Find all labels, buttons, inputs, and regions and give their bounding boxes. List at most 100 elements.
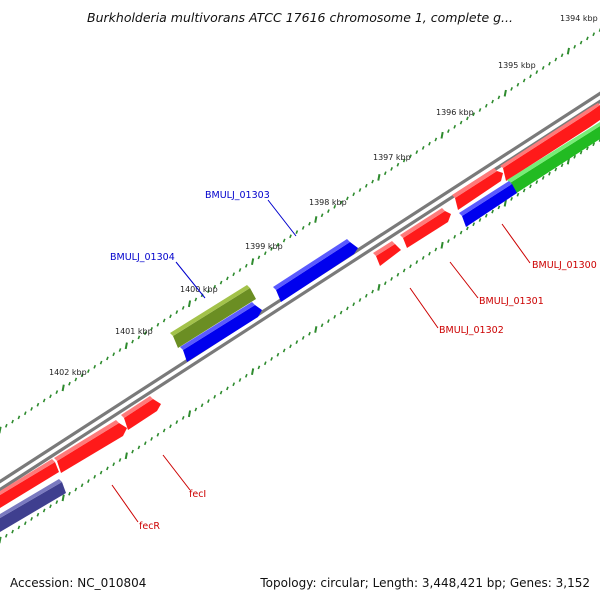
- ruler-tick-minor: [143, 441, 147, 446]
- ruler-tick-minor: [535, 180, 539, 184]
- ruler-tick-minor: [586, 36, 589, 41]
- ruler-tick-minor: [257, 255, 261, 260]
- ruler-tick-minor: [68, 381, 71, 386]
- ruler-label: 1394 kbp: [560, 14, 598, 23]
- ruler-tick-minor: [194, 297, 198, 302]
- ruler-tick-minor: [226, 386, 229, 391]
- ruler-tick-minor: [131, 339, 134, 344]
- ruler-tick-minor: [219, 280, 223, 285]
- ruler-tick-minor: [459, 230, 463, 235]
- ruler-tick-minor: [276, 352, 280, 357]
- gene-label-fecr[interactable]: fecR: [139, 521, 160, 532]
- ruler-ticks-outer: [0, 28, 600, 434]
- ruler-tick-minor: [383, 171, 387, 176]
- ruler-tick-minor: [244, 373, 248, 378]
- ruler-tick-minor: [4, 533, 8, 538]
- ruler-tick-minor: [320, 213, 324, 218]
- ruler-tick-minor: [535, 70, 539, 74]
- ruler-tick-minor: [150, 437, 153, 441]
- ruler-tick-major: [566, 47, 570, 55]
- gene-label-bmulj-01304[interactable]: BMULJ_01304: [110, 252, 175, 263]
- ruler-label: 1395 kbp: [498, 61, 536, 70]
- ruler-tick-minor: [529, 74, 532, 79]
- ruler-tick-minor: [282, 348, 286, 353]
- ruler-tick-minor: [68, 491, 71, 496]
- ruler-tick-minor: [390, 167, 393, 171]
- gene-bars[interactable]: [0, 103, 600, 532]
- ruler-tick-major: [503, 89, 507, 97]
- ruler-tick-minor: [358, 188, 362, 192]
- ruler-tick-minor: [472, 222, 476, 227]
- ruler-tick-minor: [23, 521, 27, 526]
- ruler-ticks-inner: [0, 138, 600, 544]
- ruler-tick-minor: [434, 247, 438, 252]
- ruler-tick-minor: [87, 479, 90, 483]
- ruler-tick-minor: [112, 462, 116, 467]
- ruler-tick-minor: [295, 230, 299, 234]
- gene-bar-bmulj-01302[interactable]: [400, 208, 451, 248]
- gene-bar-feci[interactable]: [121, 396, 161, 430]
- gene-bar-red-left[interactable]: [0, 459, 59, 508]
- ruler-tick-minor: [510, 197, 513, 201]
- ruler-tick-minor: [137, 335, 141, 340]
- ruler-tick-minor: [491, 209, 494, 214]
- ruler-tick-minor: [333, 314, 337, 319]
- ruler-tick-minor: [150, 327, 153, 331]
- ruler-tick-minor: [447, 129, 450, 133]
- gene-label-bmulj-01301[interactable]: BMULJ_01301: [479, 296, 544, 307]
- ruler-tick-minor: [162, 428, 166, 433]
- ruler-tick-minor: [383, 281, 387, 286]
- ruler-tick-minor: [371, 179, 374, 184]
- ruler-tick-minor: [453, 124, 457, 129]
- ruler-tick-minor: [421, 256, 425, 260]
- ruler-label: 1400 kbp: [180, 285, 218, 294]
- gene-bar-purple[interactable]: [0, 479, 66, 532]
- ruler-tick-minor: [402, 158, 406, 163]
- ruler-tick-minor: [80, 483, 84, 488]
- ruler-tick-minor: [390, 277, 393, 281]
- ruler-tick-major: [503, 199, 507, 207]
- gene-bar-blue-2[interactable]: [180, 302, 262, 362]
- gene-label-bmulj-01300[interactable]: BMULJ_01300: [532, 260, 597, 271]
- ruler-tick-minor: [421, 146, 425, 150]
- ruler-tick-minor: [181, 306, 185, 310]
- gene-bar-bmulj-01301[interactable]: [452, 168, 503, 210]
- gene-bar-red-small[interactable]: [373, 241, 401, 266]
- ruler-tick-minor: [238, 268, 242, 272]
- ruler-tick-minor: [295, 340, 299, 344]
- ruler-tick-minor: [541, 176, 545, 180]
- ruler-tick-minor: [409, 264, 412, 269]
- ruler-tick-minor: [207, 399, 210, 403]
- chromosome-backbone: [0, 91, 600, 492]
- ruler-tick-minor: [42, 508, 46, 513]
- ruler-tick-minor: [162, 318, 166, 323]
- ruler-tick-minor: [402, 268, 406, 273]
- ruler-tick-minor: [263, 251, 267, 256]
- ruler-tick-minor: [232, 382, 236, 387]
- gene-bar-green[interactable]: [507, 122, 600, 194]
- ruler-tick-minor: [497, 95, 501, 100]
- gene-bar-bmulj-01304[interactable]: [170, 285, 256, 348]
- ruler-tick-major: [440, 241, 444, 249]
- ruler-tick-minor: [434, 137, 438, 142]
- ruler-tick-minor: [478, 218, 482, 222]
- gene-bar-bmulj-01300[interactable]: [500, 103, 600, 181]
- ruler-tick-minor: [333, 204, 337, 209]
- ruler-tick-minor: [4, 423, 8, 428]
- gene-label-bmulj-01303[interactable]: BMULJ_01303: [205, 190, 270, 201]
- ruler-tick-minor: [270, 247, 273, 251]
- gene-label-bmulj-01302[interactable]: BMULJ_01302: [439, 325, 504, 336]
- gene-bar-bmulj-01303[interactable]: [273, 239, 358, 302]
- gene-bar-blue-1[interactable]: [459, 181, 517, 227]
- ruler-tick-minor: [554, 57, 558, 62]
- ruler-tick-major: [61, 384, 65, 392]
- ruler-tick-minor: [396, 162, 400, 167]
- ruler-tick-minor: [529, 184, 532, 189]
- ruler-tick-minor: [522, 78, 526, 83]
- gene-label-feci[interactable]: fecI: [189, 489, 206, 500]
- ruler-tick-minor: [55, 390, 59, 394]
- gene-bar-fecr[interactable]: [54, 420, 127, 473]
- ruler-tick-major: [124, 452, 128, 460]
- ruler-tick-major: [314, 326, 318, 333]
